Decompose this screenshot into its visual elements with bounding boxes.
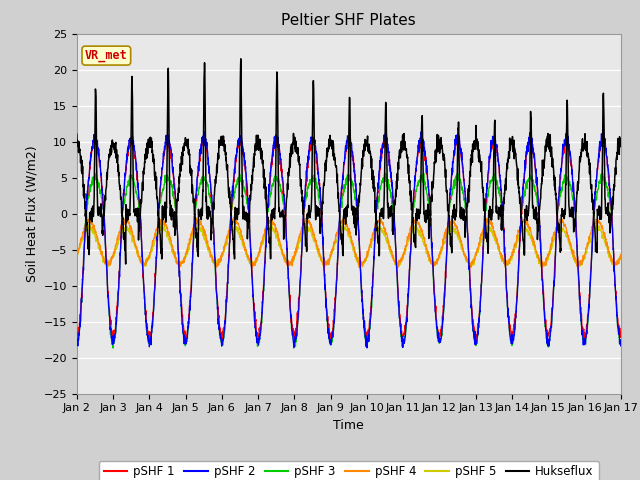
X-axis label: Time: Time bbox=[333, 419, 364, 432]
Text: VR_met: VR_met bbox=[85, 49, 128, 62]
Y-axis label: Soil Heat Flux (W/m2): Soil Heat Flux (W/m2) bbox=[25, 145, 38, 282]
Legend: pSHF 1, pSHF 2, pSHF 3, pSHF 4, pSHF 5, Hukseflux: pSHF 1, pSHF 2, pSHF 3, pSHF 4, pSHF 5, … bbox=[99, 461, 598, 480]
Title: Peltier SHF Plates: Peltier SHF Plates bbox=[282, 13, 416, 28]
